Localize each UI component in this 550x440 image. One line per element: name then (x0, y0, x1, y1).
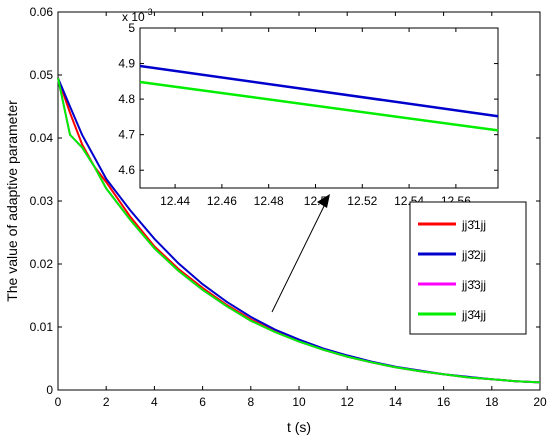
main-x-tick-label: 6 (199, 395, 206, 409)
main-x-tick-label: 14 (389, 395, 403, 409)
main-x-tick-label: 0 (55, 395, 62, 409)
x-axis-label: t (s) (287, 419, 311, 435)
inset-x-tick-label: 12.44 (160, 194, 190, 208)
zoom-arrow-head (317, 194, 330, 208)
inset-y-tick-label: 4.7 (118, 128, 135, 142)
inset-y-scale-exponent: -3 (145, 7, 153, 17)
main-x-tick-label: 8 (247, 395, 254, 409)
legend-label: jj3̂1jj (461, 218, 486, 232)
inset-y-scale-label: x 10-3 (122, 7, 153, 24)
inset-x-tick-label: 12.48 (254, 194, 284, 208)
inset-series-group (139, 64, 499, 132)
main-series-group (57, 77, 541, 384)
main-series-line (57, 77, 541, 384)
main-y-tick-label: 0 (46, 383, 53, 397)
inset-y-ticks: 4.6 4.7 4.8 4.9 5 (118, 21, 498, 177)
legend: jj3̂1jj jj3̂2jj jj3̂3jj jj3̂4jj (409, 201, 527, 335)
main-x-tick-label: 12 (341, 395, 355, 409)
inset-x-tick-label: 12.5 (304, 194, 328, 208)
main-y-tick-label: 0.02 (30, 257, 54, 271)
main-x-tick-label: 2 (103, 395, 110, 409)
main-y-tick-label: 0.05 (30, 68, 54, 82)
main-x-tick-label: 4 (151, 395, 158, 409)
y-axis-label: The value of adaptive parameter (4, 100, 20, 302)
main-y-tick-label: 0.01 (30, 320, 54, 334)
main-y-tick-label: 0.04 (30, 131, 54, 145)
inset-x-tick-label: 12.46 (207, 194, 237, 208)
inset-series-line (139, 80, 499, 132)
main-y-tick-label: 0.03 (30, 194, 54, 208)
zoom-arrow-line (271, 197, 329, 313)
inset-y-tick-label: 4.8 (118, 92, 135, 106)
inset-y-tick-label: 4.6 (118, 163, 135, 177)
inset-y-tick-label: 5 (128, 21, 135, 35)
inset-series-line (139, 64, 499, 118)
inset-x-tick-label: 12.52 (347, 194, 377, 208)
legend-label: jj3̂2jj (461, 248, 486, 262)
inset-y-tick-label: 4.9 (118, 57, 135, 71)
inset-plot: 12.44 12.46 12.48 12.5 12.52 12.54 12.56 4.64.… (118, 7, 499, 208)
zoom-arrow (271, 194, 330, 313)
legend-label: jj3̂3jj (461, 278, 486, 292)
main-x-tick-label: 20 (533, 395, 547, 409)
legend-items: jj3̂1jj jj3̂2jj jj3̂3jj jj3̂4jj (418, 218, 486, 322)
main-y-ticks: 0 0.01 0.02 0.03 0.04 0.05 0.06 (30, 5, 540, 397)
main-x-ticks: 0 2 4 6 8 10 12 14 16 18 20 (55, 12, 547, 409)
legend-label: jj3̂4jj (461, 308, 486, 322)
main-x-tick-label: 18 (485, 395, 499, 409)
inset-y-scale-base: x 10 (122, 10, 145, 24)
main-x-tick-label: 16 (437, 395, 451, 409)
main-y-tick-label: 0.06 (30, 5, 54, 19)
main-x-tick-label: 10 (292, 395, 306, 409)
